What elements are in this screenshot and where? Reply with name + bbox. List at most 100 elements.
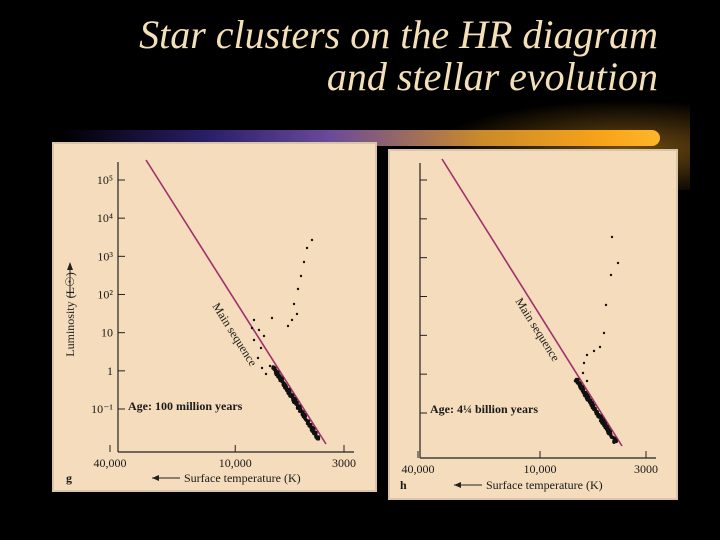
- giant-star-point: [585, 379, 589, 383]
- x-axis-label: Surface temperature (K): [486, 478, 603, 492]
- giant-star-point: [292, 302, 296, 306]
- star-point: [305, 421, 310, 426]
- star-point: [602, 420, 607, 425]
- star-point: [586, 395, 591, 400]
- star-point: [599, 418, 603, 423]
- giant-star-point: [256, 356, 260, 360]
- giant-star-point: [585, 353, 589, 357]
- giant-star-point: [610, 235, 614, 239]
- main-sequence-label: Main sequence: [512, 295, 562, 364]
- star-point: [595, 409, 599, 414]
- slide-title: Star clusters on the HR diagram and stel…: [139, 14, 658, 98]
- y-tick-label: 10²: [97, 288, 113, 302]
- giant-star-point: [286, 324, 290, 328]
- giant-star-point: [257, 328, 261, 332]
- giant-star-point: [305, 246, 309, 250]
- star-point: [575, 379, 580, 383]
- star-point: [590, 405, 595, 410]
- giant-star-point: [260, 366, 264, 370]
- star-point: [274, 368, 278, 373]
- x-tick-label: 40,000: [402, 462, 435, 476]
- star-point: [309, 428, 314, 432]
- giant-star-point: [602, 331, 606, 335]
- title-line-1: Star clusters on the HR diagram: [139, 12, 658, 57]
- hr-diagram-panel-h: 40,000 10,000 3000 Surface temperature (K) h…: [390, 151, 676, 498]
- hr-diagram-h: 40,000 10,000 3000 Surface temperature (K) h…: [400, 158, 658, 492]
- giant-star-point: [609, 273, 613, 277]
- star-point: [291, 397, 295, 401]
- y-tick-label: 10⁻¹: [91, 402, 113, 416]
- giant-star-point: [302, 260, 306, 264]
- y-axis-arrowhead: [67, 262, 73, 270]
- giant-star-point: [264, 372, 268, 376]
- giant-star-point: [604, 303, 608, 307]
- main-sequence-label: Main sequence: [209, 300, 260, 369]
- title-underline-bar: [60, 130, 660, 146]
- star-point: [608, 432, 612, 436]
- giant-star-point: [250, 326, 254, 330]
- giant-star-point: [598, 345, 602, 349]
- star-point: [604, 427, 609, 431]
- star-point: [301, 410, 305, 414]
- panel-label: h: [400, 478, 407, 492]
- x-axis-arrowhead: [152, 475, 159, 481]
- x-tick-label: 10,000: [524, 462, 557, 476]
- y-tick-label: 1: [107, 364, 113, 378]
- giant-star-point: [296, 287, 300, 291]
- star-point: [279, 379, 284, 383]
- y-tick-label: 10³: [97, 249, 113, 263]
- x-tick-label: 10,000: [219, 456, 252, 470]
- x-tick-label: 40,000: [94, 456, 127, 470]
- star-point: [578, 384, 582, 388]
- x-axis-arrowhead: [454, 482, 461, 488]
- y-tick-label: 10⁵: [97, 173, 113, 187]
- giant-star-point: [290, 318, 294, 322]
- giant-star-point: [252, 338, 256, 342]
- giant-star-point: [582, 361, 586, 365]
- giant-star-point: [295, 312, 299, 316]
- giant-star-point: [616, 261, 620, 265]
- age-annotation: Age: 4¼ billion years: [430, 402, 538, 416]
- giant-star-point: [299, 274, 303, 278]
- giant-star-point: [592, 349, 596, 353]
- star-point: [282, 383, 287, 387]
- star-point: [314, 433, 318, 437]
- star-point: [284, 385, 288, 390]
- star-point: [613, 438, 618, 442]
- giant-star-point: [310, 238, 314, 242]
- giant-star-point: [581, 371, 585, 375]
- star-point: [597, 414, 602, 418]
- y-tick-label: 10⁴: [97, 211, 113, 225]
- y-tick-label: 10: [101, 326, 113, 340]
- star-point: [286, 391, 291, 396]
- age-annotation: Age: 100 million years: [128, 399, 243, 413]
- panel-label: g: [66, 471, 72, 485]
- star-point: [580, 386, 584, 390]
- x-tick-label: 3000: [634, 462, 658, 476]
- star-point: [309, 425, 313, 429]
- star-point: [277, 374, 281, 378]
- title-line-2: and stellar evolution: [326, 54, 658, 99]
- hr-diagram-panel-g: 10⁻¹ 1 10 10² 10³ 10⁴ 10⁵ Luminosity (L☉) 40,000…: [54, 144, 375, 490]
- giant-star-point: [252, 318, 256, 322]
- star-point: [610, 435, 614, 439]
- star-point: [313, 430, 317, 434]
- star-point: [275, 371, 280, 375]
- star-point: [280, 376, 284, 380]
- star-point: [298, 408, 302, 413]
- x-axis-label: Surface temperature (K): [184, 471, 301, 485]
- giant-star-point: [270, 316, 274, 320]
- star-point: [293, 398, 298, 402]
- hr-diagram-g: 10⁻¹ 1 10 10² 10³ 10⁴ 10⁵ Luminosity (L☉) 40,000…: [63, 159, 356, 485]
- star-point: [271, 365, 275, 369]
- x-tick-label: 3000: [332, 456, 356, 470]
- giant-star-point: [262, 334, 266, 338]
- star-point: [303, 414, 308, 418]
- star-point: [295, 400, 299, 405]
- star-point: [305, 419, 310, 423]
- star-point: [315, 437, 319, 441]
- giant-star-point: [268, 364, 272, 368]
- y-axis-label: Luminosity (L☉): [63, 272, 77, 356]
- star-point: [588, 400, 593, 404]
- main-sequence-line: [145, 159, 327, 445]
